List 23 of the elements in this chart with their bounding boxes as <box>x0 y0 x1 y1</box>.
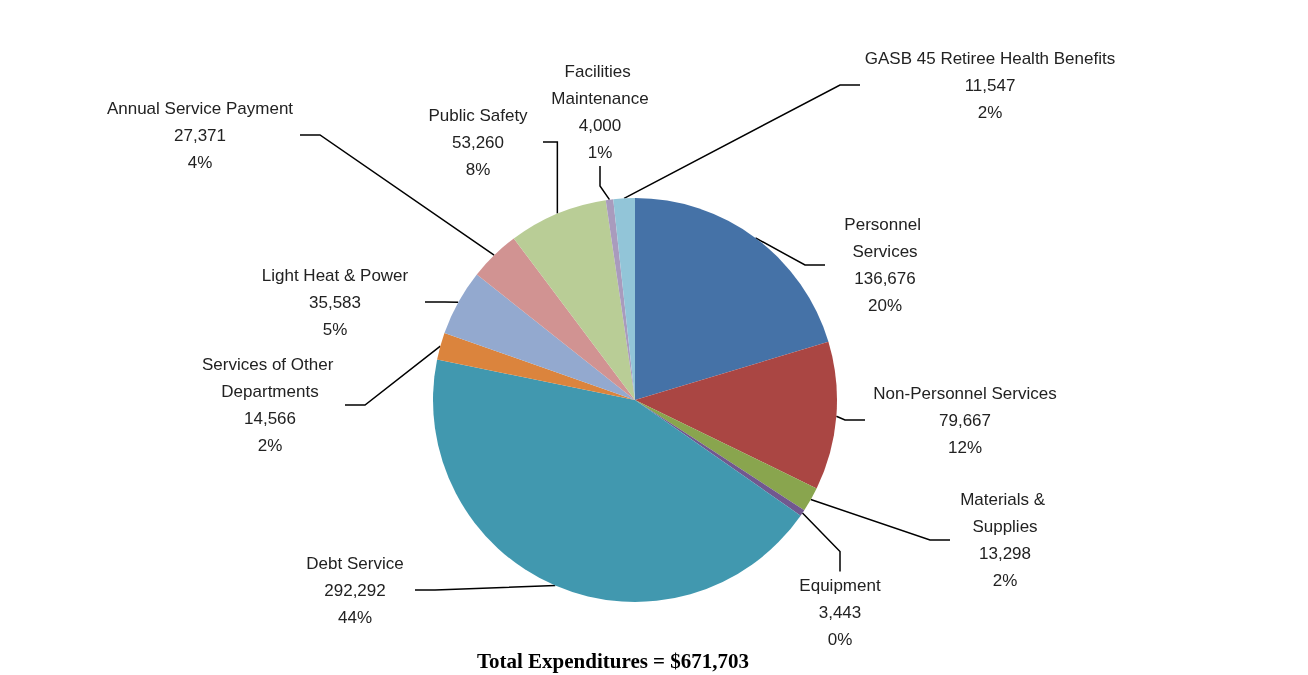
slice-label: Public Safety <box>428 105 529 125</box>
slice-label: Services of Other Departments <box>201 355 339 401</box>
data-label: 11,547 2% <box>964 75 1016 122</box>
slice-label: Facilities Maintenance <box>551 62 649 108</box>
slice-label: Materials & Supplies <box>960 490 1050 536</box>
data-label: 79,667 12% <box>939 410 991 457</box>
slice-label: Equipment <box>799 575 881 595</box>
slice-label: Personnel Services <box>844 215 926 261</box>
slice-label: Light Heat & Power <box>261 265 409 285</box>
data-label: 136,676 20% <box>854 269 916 315</box>
slice-label: Annual Service Payment <box>106 98 294 118</box>
data-label: 14,566 2% <box>244 409 296 455</box>
data-label: 35,583 5% <box>309 292 361 339</box>
data-label: 13,298 2% <box>979 544 1031 590</box>
data-label: 53,260 8% <box>452 132 504 179</box>
text: Total Expenditures = $671,703 <box>476 648 750 673</box>
slice-label: Non-Personnel Services <box>873 383 1057 403</box>
data-label: 4,000 1% <box>578 116 622 162</box>
slice-label: GASB 45 Retiree Health Benefits <box>864 48 1116 68</box>
slice-label: Debt Service <box>306 553 404 573</box>
data-label: 3,443 0% <box>818 602 862 649</box>
data-label: 27,371 4% <box>174 125 226 172</box>
data-label: 292,292 44% <box>324 580 386 627</box>
